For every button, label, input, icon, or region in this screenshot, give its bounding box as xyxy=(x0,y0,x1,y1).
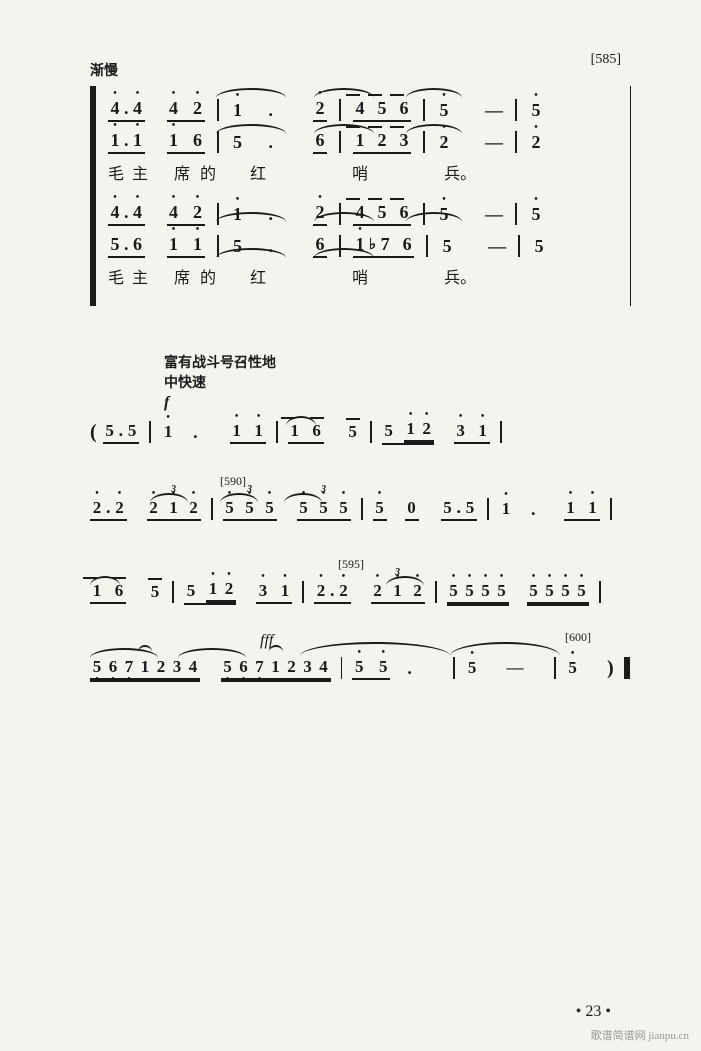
vocal-block-1: 4.4 42 1. 2 456 5 — 5 1.1 16 5. 6 123 2 … xyxy=(90,86,631,306)
instr-line-1: ( 5.5 1. 11 16 5 512 31 xyxy=(90,412,631,452)
tempo-mid1: 富有战斗号召性地 xyxy=(164,352,631,372)
watermark: 歌谱简谱网 jianpu.cn xyxy=(591,1027,689,1043)
instr-line-4: 5671234 5671234 55 . 5 — 5 ) xyxy=(90,648,631,688)
tempo-mid2: 中快速 xyxy=(164,372,631,392)
instrumental-section: 富有战斗号召性地 中快速 f ( 5.5 1. 11 16 5 512 31 [… xyxy=(90,352,631,688)
vocal2-lower: 5.6 11 5. 6 1♭76 5 — 5 xyxy=(108,230,610,262)
tempo-top: 渐慢 xyxy=(90,60,631,80)
lyric-line-2: 毛主 席的 红 哨 兵。 xyxy=(108,264,610,288)
page-number: • 23 • xyxy=(576,1003,611,1021)
lyric-line-1: 毛主 席的 红 哨 兵。 xyxy=(108,160,610,184)
instr-line-3: 16 5 512 31 2.2 212 5555 5555 xyxy=(90,572,631,612)
instr-line-2: 2.2 212 555 555 50 5.5 1. 11 xyxy=(90,489,631,529)
vocal1-lower: 1.1 16 5. 6 123 2 — 2 xyxy=(108,126,610,158)
measure-ref-585: [585] xyxy=(591,52,621,68)
dynamic-f: f xyxy=(164,394,169,411)
measure-ref-600: [600] xyxy=(565,630,591,645)
